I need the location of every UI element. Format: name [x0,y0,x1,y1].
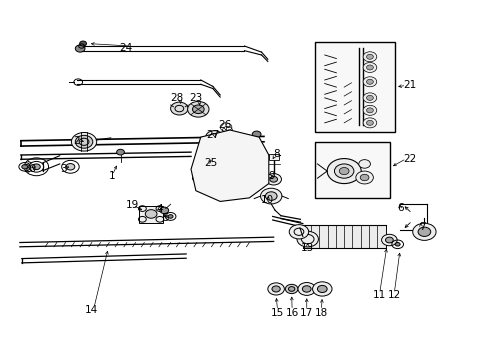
Text: 17: 17 [300,308,313,318]
Circle shape [381,234,396,246]
Circle shape [260,188,282,204]
Circle shape [66,163,75,170]
Text: 19: 19 [126,200,139,210]
Circle shape [285,284,297,294]
Circle shape [265,174,281,185]
Circle shape [170,102,188,115]
Text: 9: 9 [267,171,274,181]
Text: 18: 18 [314,308,327,318]
Circle shape [385,237,392,243]
Circle shape [168,215,173,218]
Text: 20: 20 [23,164,36,174]
Circle shape [207,143,261,182]
Text: 25: 25 [203,158,217,168]
Circle shape [288,287,294,291]
Circle shape [412,223,435,240]
Circle shape [317,285,326,293]
Text: 14: 14 [84,305,98,315]
Circle shape [192,175,201,181]
Circle shape [203,154,222,168]
Circle shape [363,52,376,62]
Circle shape [225,156,243,168]
Circle shape [334,164,353,178]
Circle shape [312,282,331,296]
Circle shape [302,286,310,292]
Bar [302,225,385,248]
Circle shape [209,134,219,141]
Circle shape [339,167,348,175]
Circle shape [417,227,430,237]
Circle shape [187,102,208,117]
Circle shape [265,192,277,201]
Text: 23: 23 [189,93,202,103]
Text: 21: 21 [403,80,416,90]
Circle shape [116,149,124,155]
Circle shape [366,54,372,59]
Circle shape [363,93,376,103]
Circle shape [288,225,308,239]
Bar [139,206,163,223]
Circle shape [358,159,370,168]
Text: 15: 15 [270,308,284,318]
Text: 4: 4 [156,203,163,213]
Text: 13: 13 [301,243,314,253]
Circle shape [363,105,376,115]
Text: 1: 1 [109,171,115,181]
Bar [314,143,389,198]
Circle shape [160,207,168,213]
Text: 27: 27 [206,130,219,140]
Circle shape [366,120,372,125]
Circle shape [205,137,214,144]
Text: 28: 28 [169,93,183,103]
Bar [314,42,394,132]
Text: 5: 5 [162,212,169,222]
Polygon shape [191,130,268,202]
Circle shape [80,41,86,46]
Bar [268,154,278,160]
Circle shape [32,164,40,170]
Circle shape [205,131,223,144]
Circle shape [252,131,261,138]
Circle shape [360,174,368,181]
Circle shape [366,95,372,100]
Text: 7: 7 [418,222,425,232]
Text: 12: 12 [387,290,400,300]
Circle shape [145,210,157,218]
Circle shape [394,243,399,246]
Circle shape [366,108,372,113]
Circle shape [192,105,203,113]
Circle shape [269,176,277,182]
Circle shape [271,286,280,292]
Circle shape [366,65,372,70]
Circle shape [267,283,284,295]
Circle shape [363,118,376,128]
Circle shape [71,132,97,151]
Circle shape [75,135,93,148]
Text: 26: 26 [218,120,231,130]
Circle shape [363,63,376,72]
Circle shape [366,79,372,84]
Text: 11: 11 [372,290,386,300]
Circle shape [297,283,315,296]
Circle shape [363,77,376,87]
Text: 8: 8 [272,149,279,159]
Text: 10: 10 [261,195,274,205]
Text: 2: 2 [73,136,80,146]
Circle shape [326,158,361,184]
Text: 24: 24 [119,43,132,53]
Text: 16: 16 [285,308,298,318]
Text: 22: 22 [403,154,416,163]
Circle shape [355,171,372,184]
Circle shape [255,181,264,187]
Text: 3: 3 [60,164,67,174]
Circle shape [22,165,28,169]
Circle shape [296,231,318,247]
Circle shape [207,157,217,165]
Text: 6: 6 [396,203,403,213]
Circle shape [75,45,85,52]
